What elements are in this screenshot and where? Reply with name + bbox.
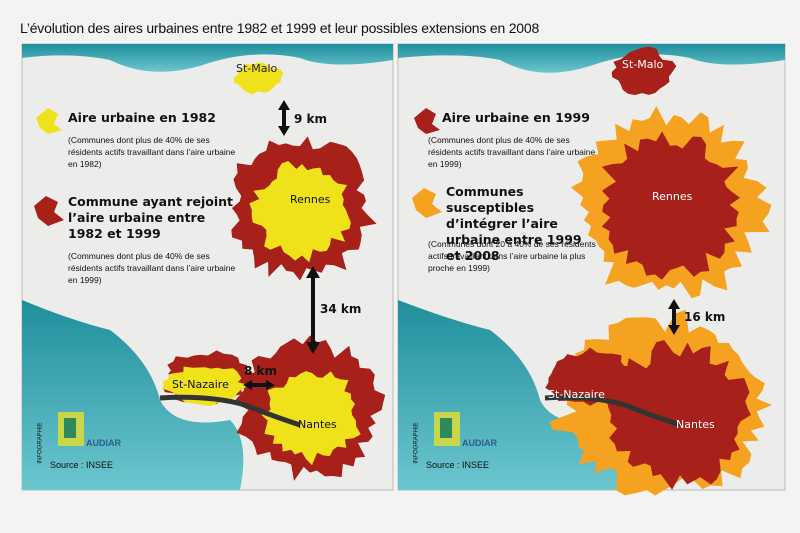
legend-note: (Communes dont 20 à 40% de ses résidents… — [428, 239, 596, 273]
city: Nantes — [676, 418, 715, 431]
sea — [398, 44, 785, 73]
legend-icon — [36, 108, 62, 134]
distance: 16 km — [684, 310, 726, 324]
city: Rennes — [290, 193, 331, 206]
title: L’évolution des aires urbaines entre 198… — [20, 20, 540, 36]
legend-note: (Communes dont plus de 40% de ses réside… — [428, 135, 596, 169]
city: Rennes — [652, 190, 693, 203]
legend-label: Commune ayant rejoint l’aire urbaine ent… — [68, 194, 233, 241]
source: Source : INSEE — [426, 460, 490, 470]
logo-tag: INFOGRAPHIE — [413, 422, 420, 464]
logo: AUDIAR — [86, 438, 121, 448]
urban-area — [233, 62, 284, 95]
urban-area — [545, 347, 638, 406]
legend-icon — [34, 196, 64, 226]
arrow-head — [278, 100, 290, 136]
sea — [22, 44, 393, 72]
urban-area — [606, 340, 751, 490]
city: Nantes — [298, 418, 337, 431]
urban-area — [261, 371, 361, 466]
urban-area — [249, 161, 351, 263]
city: St-Nazaire — [548, 388, 605, 401]
urban-area — [601, 131, 741, 280]
legend-label: Aire urbaine en 1999 — [442, 110, 590, 125]
distance: 34 km — [320, 302, 362, 316]
distance: 8 km — [244, 364, 278, 378]
logo-mark — [64, 418, 76, 438]
logo-mark — [440, 418, 452, 438]
legend-icon — [414, 108, 440, 134]
legend-label: Aire urbaine en 1982 — [68, 110, 216, 125]
legend-note: (Communes dont plus de 40% de ses réside… — [68, 135, 236, 169]
arrow-head — [243, 380, 275, 390]
legend-icon — [412, 188, 442, 218]
city: St-Malo — [622, 58, 664, 71]
river — [159, 394, 301, 428]
source: Source : INSEE — [50, 460, 114, 470]
legend-label: Communes susceptibles d’intégrer l’aire … — [446, 184, 582, 263]
city: St-Nazaire — [172, 378, 229, 391]
logo-tag: INFOGRAPHIE — [37, 422, 44, 464]
arrows — [243, 100, 680, 390]
logo: AUDIAR — [462, 438, 497, 448]
river — [544, 394, 681, 428]
distance: 9 km — [294, 112, 328, 126]
city: St-Malo — [236, 62, 278, 75]
arrow-head — [668, 299, 680, 335]
urban-area — [611, 46, 677, 95]
legend-note: (Communes dont plus de 40% de ses réside… — [68, 251, 236, 285]
